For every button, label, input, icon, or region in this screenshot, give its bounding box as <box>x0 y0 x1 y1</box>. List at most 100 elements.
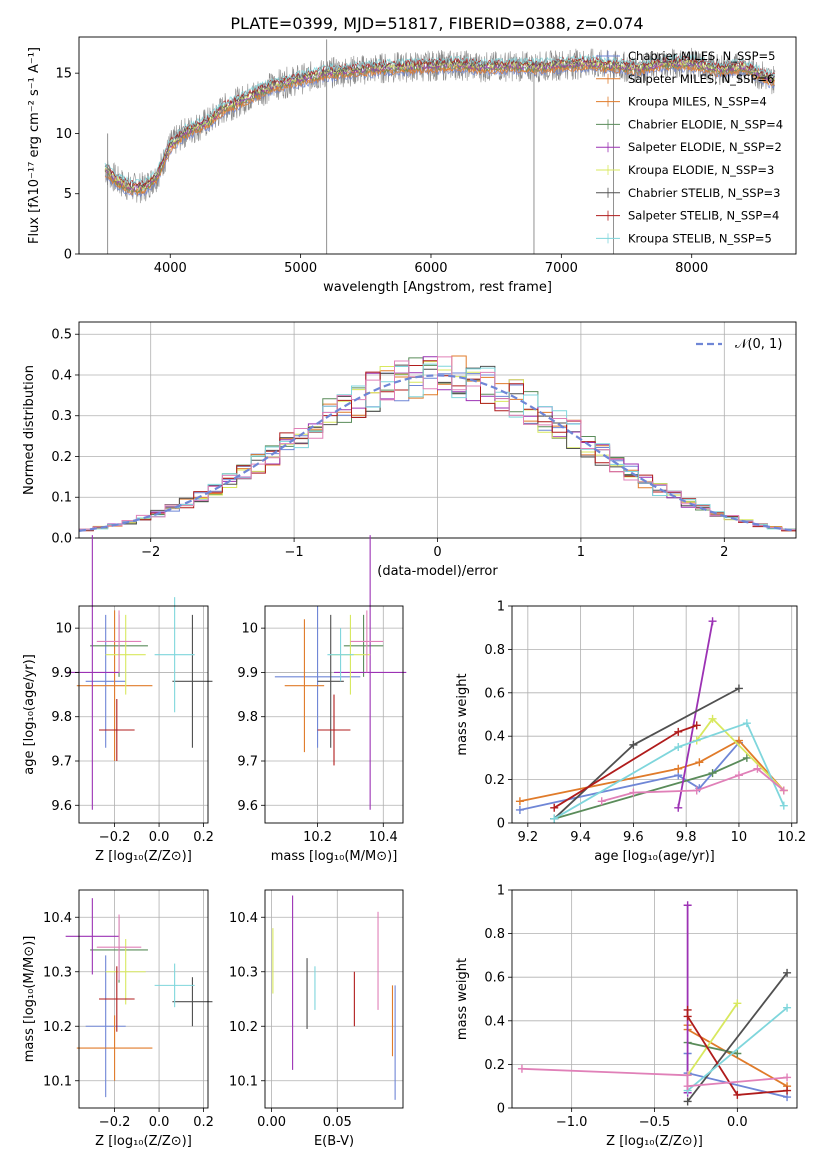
data-point <box>317 694 351 766</box>
y-tick-label: 0.8 <box>484 927 505 942</box>
plot-frame <box>264 889 404 1109</box>
series-marker <box>708 617 717 626</box>
legend-entry: Kroupa ELODIE, N_SSP=3 <box>628 163 774 177</box>
y-tick-label: 10.3 <box>43 965 72 980</box>
series-line <box>686 1002 739 1076</box>
x-tick-label: 10.2 <box>303 830 332 845</box>
data-point <box>350 610 384 673</box>
legend: Chabrier MILES, N_SSP=5 Salpeter MILES, N… <box>596 49 783 245</box>
series-marker <box>779 801 788 810</box>
x-tick-label: 9.2 <box>517 830 538 845</box>
series-marker <box>779 786 788 795</box>
y-tick-label: 10 <box>241 622 258 637</box>
x-tick-label: 9.8 <box>676 830 697 845</box>
y-axis-label: mass weight <box>455 958 470 1040</box>
y-tick-label: 0.6 <box>484 971 505 986</box>
x-tick-label: 0.0 <box>149 1115 170 1130</box>
series-marker <box>783 968 792 977</box>
plot-area <box>272 895 396 1100</box>
x-tick-label: −0.5 <box>639 1115 671 1130</box>
weight-series <box>683 901 692 1097</box>
model-spectrum <box>104 53 775 185</box>
y-tick-label: 10 <box>55 622 72 637</box>
y-tick-label: 9.9 <box>51 666 72 681</box>
series-marker <box>683 1012 692 1021</box>
weight-series <box>683 999 742 1080</box>
data-point <box>65 535 120 810</box>
y-tick-label: 9.6 <box>237 799 258 814</box>
data-point <box>96 914 142 980</box>
y-tick-label: 0.6 <box>484 686 505 701</box>
data-point <box>317 614 344 748</box>
series-marker <box>734 684 743 693</box>
data-point <box>99 966 135 1032</box>
legend-entry: Chabrier STELIB, N_SSP=3 <box>628 186 780 200</box>
y-tick-label: 0 <box>497 1102 505 1117</box>
legend-entry: Salpeter ELODIE, N_SSP=2 <box>628 140 782 154</box>
x-tick-label: 10.2 <box>777 830 806 845</box>
x-tick-label: 0.0 <box>149 830 170 845</box>
x-tick-label: −0.2 <box>99 1115 131 1130</box>
y-tick-label: 0.3 <box>51 409 72 424</box>
legend-entry: Chabrier ELODIE, N_SSP=4 <box>628 117 783 131</box>
series-marker <box>742 719 751 728</box>
y-tick-label: 10 <box>55 127 72 142</box>
data-point <box>154 963 195 1008</box>
y-tick-label: 10.1 <box>43 1074 72 1089</box>
plot-frame <box>78 889 209 1109</box>
x-tick-label: 7000 <box>545 261 578 276</box>
model-spectrum <box>104 58 775 191</box>
series-marker <box>597 797 606 806</box>
data-point <box>76 1015 153 1081</box>
legend-entry: 𝒩(0, 1) <box>735 337 782 352</box>
y-tick-label: 9.7 <box>51 755 72 770</box>
y-tick-label: 0.5 <box>51 328 72 343</box>
series-marker <box>692 721 701 730</box>
y-tick-label: 10.4 <box>229 911 258 926</box>
x-axis-label: Z [log₁₀(Z/Z⊙)] <box>95 1134 192 1149</box>
series-marker <box>783 1073 792 1082</box>
data-point <box>65 898 120 975</box>
data-point <box>85 955 126 1098</box>
weight-series <box>674 617 717 812</box>
y-tick-label: 0.2 <box>51 450 72 465</box>
y-axis-label: Flux [fλ10⁻¹⁷ erg cm⁻² s⁻¹ A⁻¹] <box>27 47 42 244</box>
x-tick-label: 2 <box>720 545 728 560</box>
y-tick-label: 0.2 <box>484 1058 505 1073</box>
x-tick-label: 0.0 <box>727 1115 748 1130</box>
series-marker <box>674 803 683 812</box>
x-tick-label: −1 <box>285 545 304 560</box>
series-marker <box>753 764 762 773</box>
legend-entry: Chabrier MILES, N_SSP=5 <box>628 49 775 63</box>
data-point <box>343 614 384 677</box>
x-tick-label: −2 <box>141 545 160 560</box>
data-point <box>284 619 325 753</box>
y-tick-label: 0.4 <box>484 730 505 745</box>
chart-age_vs_mass: 10.2 10.4 9.6 9.7 9.8 9.9 10 mass [log₁₀(M/M⊙)] <box>237 535 407 864</box>
y-tick-label: 0 <box>497 817 505 832</box>
series-marker <box>674 743 683 752</box>
y-tick-label: 9.9 <box>237 666 258 681</box>
legend-entry: Salpeter STELIB, N_SSP=4 <box>628 209 779 223</box>
x-tick-label: 1 <box>577 545 585 560</box>
y-axis-label: age [log₁₀(age/yr)] <box>22 654 37 775</box>
data-point <box>274 606 361 748</box>
plot-area <box>274 535 407 810</box>
series-line <box>553 722 785 820</box>
series-marker <box>629 740 638 749</box>
data-point <box>76 610 153 761</box>
chart-weight_vs_Z: −1.0 −0.5 0.0 0 0.2 0.4 0.6 0.8 1 Z [log₁₀(Z/Z⊙)]… <box>455 884 798 1149</box>
chart-mass_vs_ebv: 0.00 0.05 10.1 10.2 10.3 10.4 E(B-V) <box>229 889 404 1149</box>
weight-series <box>683 968 792 1106</box>
series-marker <box>733 999 742 1008</box>
legend: 𝒩(0, 1) <box>696 337 782 352</box>
y-tick-label: 10.2 <box>43 1020 72 1035</box>
series-marker <box>517 1064 526 1073</box>
model-spectrum <box>104 56 775 189</box>
y-tick-label: 9.7 <box>237 755 258 770</box>
x-tick-label: 6000 <box>414 261 447 276</box>
data-point <box>172 977 213 1027</box>
series-marker <box>708 769 717 778</box>
